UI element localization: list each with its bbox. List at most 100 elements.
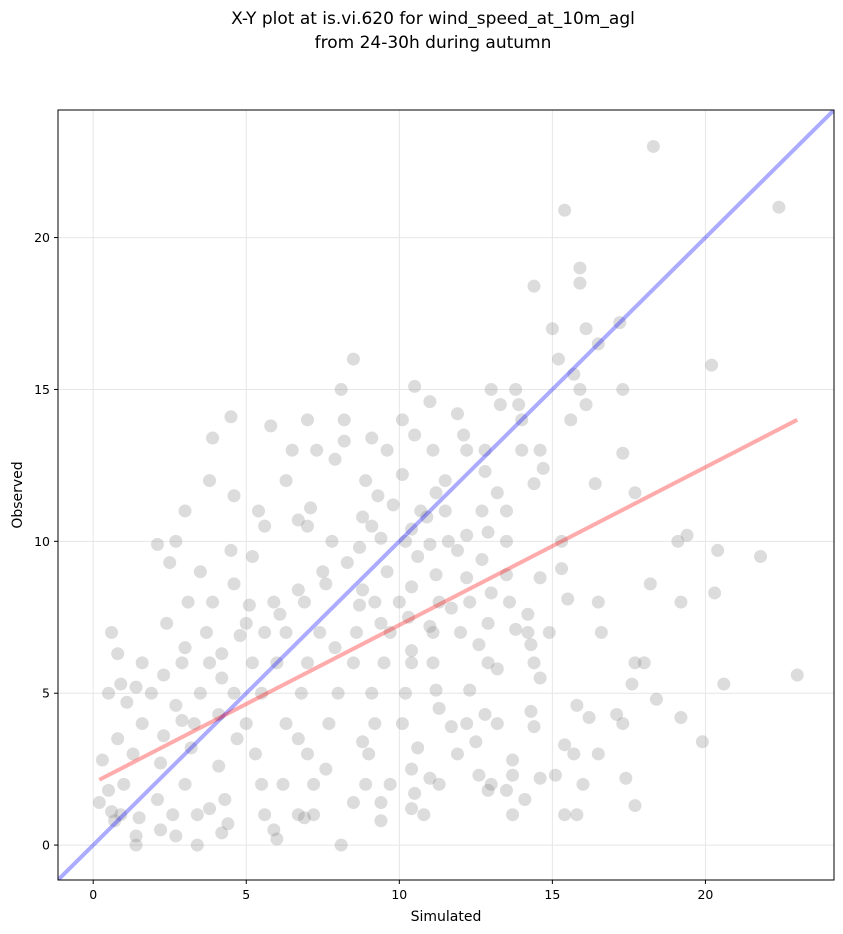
scatter-point [463,595,477,609]
scatter-point [481,656,495,670]
scatter-point [674,595,688,609]
scatter-point [279,625,293,639]
scatter-point [117,777,131,791]
scatter-point [92,796,106,810]
scatter-point [230,732,244,746]
scatter-point [175,714,189,728]
scatter-point [441,534,455,548]
scatter-point [392,595,406,609]
scatter-point [444,601,458,615]
scatter-point [374,796,388,810]
regression-fit-line [98,418,799,782]
scatter-point [252,504,266,518]
scatter-point [460,528,474,542]
scatter-point [129,829,143,843]
scatter-point [258,625,272,639]
scatter-point [402,610,416,624]
reference-lines [58,110,834,880]
scatter-point [291,583,305,597]
scatter-point [193,565,207,579]
scatter-point [573,276,587,290]
scatter-point [579,322,593,336]
axis-ticks: 0 5 10 15 20 0 5 10 15 20 [34,230,713,902]
scatter-point [542,625,556,639]
scatter-point [527,279,541,293]
chart-title-line-2: from 24-30h during autumn [315,33,552,53]
scatter-point [322,717,336,731]
scatter-point [548,768,562,782]
scatter-point [515,413,529,427]
scatter-point [368,717,382,731]
scatter-point [239,717,253,731]
y-axis-label: Observed [10,461,26,528]
scatter-point [460,717,474,731]
scatter-point [478,464,492,478]
scatter-point [417,808,431,822]
scatter-point [414,504,428,518]
scatter-point [405,656,419,670]
scatter-point [215,826,229,840]
scatter-point [346,656,360,670]
scatter-point [270,656,284,670]
scatter-point [772,200,786,214]
scatter-point [227,577,241,591]
scatter-point [291,808,305,822]
scatter-point [255,777,269,791]
scatter-point [521,607,535,621]
scatter-point [533,571,547,585]
scatter-point [359,474,373,488]
x-tick-label: 20 [697,887,713,902]
x-tick-label: 10 [391,887,407,902]
scatter-point [405,580,419,594]
scatter-point [169,534,183,548]
scatter-point [386,498,400,512]
scatter-point [264,419,278,433]
scatter-point [643,577,657,591]
scatter-point [169,829,183,843]
scatter-point [509,382,523,396]
scatter-point [490,717,504,731]
scatter-point [521,625,535,639]
scatter-point [524,638,538,652]
scatter-point [499,504,513,518]
scatter-point [411,550,425,564]
x-tick-label: 5 [242,887,250,902]
scatter-point [444,720,458,734]
scatter-point [297,595,311,609]
scatter-point [551,352,565,366]
scatter-point [408,428,422,442]
scatter-point [169,698,183,712]
scatter-point [374,616,388,630]
scatter-point [383,625,397,639]
scatter-point [398,686,412,700]
scatter-point [533,671,547,685]
scatter-point [438,504,452,518]
scatter-point [411,741,425,755]
scatter-point [178,777,192,791]
scatter-point [307,808,321,822]
scatter-point [346,796,360,810]
scatter-point [193,686,207,700]
chart-title-line-1: X-Y plot at is.vi.620 for wind_speed_at_… [231,9,635,29]
scatter-point [114,808,128,822]
scatter-point [349,625,363,639]
scatter-point [245,656,259,670]
plot-frame [57,109,835,881]
scatter-point [95,753,109,767]
scatter-point [454,625,468,639]
scatter-point [105,805,119,819]
scatter-point [294,686,308,700]
scatter-point [331,686,345,700]
scatter-point [582,710,596,724]
scatter-point [460,443,474,457]
scatter-point [555,534,569,548]
scatter-point [426,656,440,670]
scatter-point [524,704,538,718]
scatter-point [493,398,507,412]
y-tick-label: 15 [34,382,50,397]
scatter-point [490,662,504,676]
scatter-point [527,477,541,491]
scatter-point [328,452,342,466]
scatter-point [460,571,474,585]
